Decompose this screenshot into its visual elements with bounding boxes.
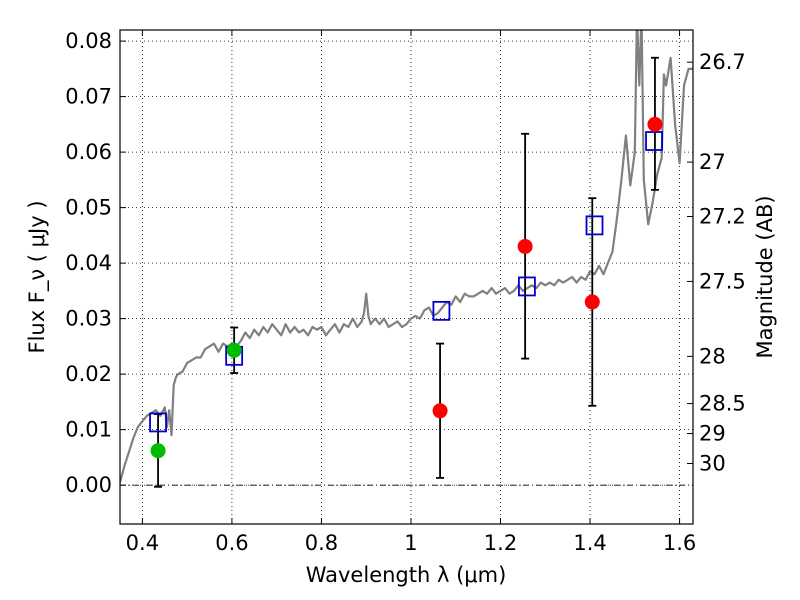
x-axis-label: Wavelength λ (μm)	[306, 563, 507, 587]
right-tick-label: 30	[699, 451, 726, 475]
right-tick-label: 27.5	[699, 269, 746, 293]
x-tick-label: 1.6	[663, 531, 696, 555]
measured-point-red	[584, 294, 600, 310]
measured-point-red	[647, 116, 663, 132]
y-tick-label: 0.03	[65, 307, 112, 331]
right-tick-label: 27	[699, 150, 726, 174]
right-tick-label: 28.5	[699, 392, 746, 416]
error-bars	[154, 56, 659, 488]
right-tick-label: 26.7	[699, 50, 746, 74]
model-flux-square	[645, 131, 663, 151]
model-spectrum-line	[120, 30, 693, 483]
right-tick-label: 28	[699, 344, 726, 368]
x-tick-label: 1.4	[573, 531, 606, 555]
y-tick-label: 0.04	[65, 251, 112, 275]
x-tick-label: 0.6	[215, 531, 248, 555]
model-flux-square	[432, 300, 451, 321]
right-ticks: 26.7 27 27.2 27.5 28 28.5 29 30	[687, 50, 746, 475]
measured-markers	[150, 116, 663, 459]
x-tick-label: 1.2	[484, 531, 517, 555]
y-tick-label: 0.05	[65, 196, 112, 220]
x-tick-label: 0.8	[305, 531, 338, 555]
x-ticks: 0.4 0.6 0.8 1 1.2 1.4 1.6	[126, 30, 696, 555]
y-tick-label: 0.01	[65, 418, 112, 442]
plot-frame	[119, 29, 694, 525]
model-flux-markers	[149, 131, 663, 433]
measured-point-green	[226, 342, 242, 358]
grid	[120, 30, 693, 524]
y-tick-label: 0.00	[65, 473, 112, 497]
y-axis-label-right: Magnitude (AB)	[753, 195, 777, 358]
y-tick-label: 0.08	[65, 29, 112, 53]
model-flux-square	[149, 412, 167, 433]
y-tick-label: 0.02	[65, 362, 112, 386]
y-tick-label: 0.07	[65, 85, 112, 109]
model-flux-square	[518, 276, 536, 297]
y-tick-label: 0.06	[65, 140, 112, 164]
measured-point-green	[150, 443, 166, 459]
measured-point-red	[432, 403, 448, 419]
model-flux-square	[585, 215, 604, 236]
model-spectrum	[120, 30, 693, 483]
x-tick-label: 1	[404, 531, 417, 555]
right-tick-label: 27.2	[699, 204, 746, 228]
measured-point-red	[517, 238, 533, 254]
y-axis-label: Flux F_ν ( μJy )	[25, 200, 50, 353]
y-ticks: 0.00 0.01 0.02 0.03 0.04 0.05 0.06 0.07 0.08	[65, 29, 126, 497]
right-tick-label: 29	[699, 422, 726, 446]
x-tick-label: 0.4	[126, 531, 159, 555]
